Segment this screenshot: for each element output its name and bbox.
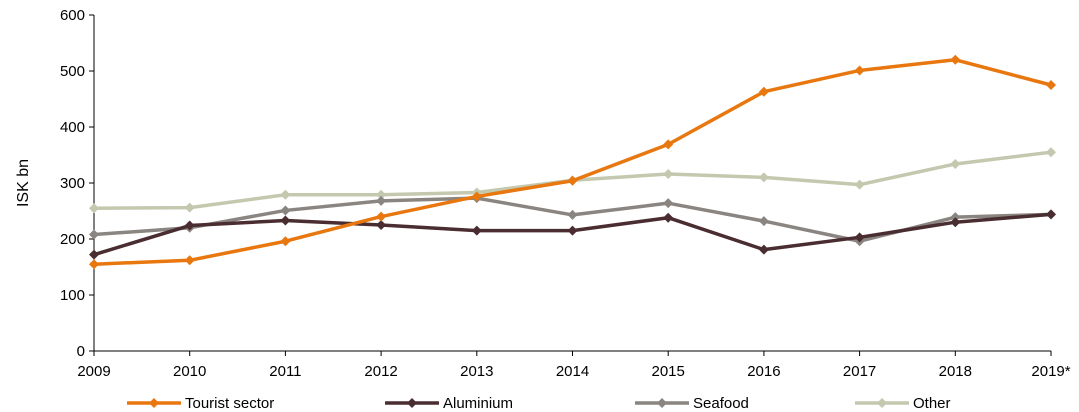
x-ticks: 2009 2010 2011 2012 2013 2014 2015 2016 2017 2018…: [77, 351, 1071, 380]
data-point-tourist-sector: [854, 65, 865, 76]
x-tick-label: 2019*: [1031, 363, 1070, 380]
legend-swatch-marker: [877, 398, 887, 408]
data-point-aluminium: [663, 212, 674, 223]
data-point-other: [950, 158, 961, 169]
legend-swatch-marker: [149, 398, 159, 408]
data-point-other: [376, 189, 387, 200]
data-point-tourist-sector: [376, 211, 387, 222]
data-point-tourist-sector: [567, 175, 578, 186]
y-tick-label: 300: [60, 175, 85, 192]
data-point-seafood: [280, 205, 291, 216]
legend-label: Seafood: [693, 395, 749, 412]
y-tick-label: 0: [77, 343, 85, 360]
x-tick-label: 2012: [364, 363, 397, 380]
legend-label: Aluminium: [443, 395, 513, 412]
data-point-tourist-sector: [280, 236, 291, 247]
data-point-other: [663, 169, 674, 180]
series-tourist-sector: [89, 54, 1056, 270]
y-ticks: 0 100 200 300 400 500 600: [60, 7, 94, 360]
x-tick-label: 2018: [939, 363, 972, 380]
data-point-aluminium: [758, 244, 769, 255]
data-point-other: [1046, 147, 1056, 158]
x-tick-label: 2011: [269, 363, 301, 380]
data-point-tourist-sector: [950, 54, 961, 65]
y-axis-title: ISK bn: [15, 159, 32, 207]
y-tick-label: 100: [60, 287, 85, 304]
data-point-tourist-sector: [663, 139, 674, 150]
x-tick-label: 2016: [747, 363, 780, 380]
data-point-seafood: [376, 195, 387, 206]
legend-item-aluminium: Aluminium: [385, 395, 513, 412]
x-tick-label: 2017: [843, 363, 876, 380]
x-tick-label: 2014: [556, 363, 589, 380]
data-point-aluminium: [567, 225, 578, 236]
data-point-seafood: [758, 216, 769, 227]
data-point-seafood: [89, 229, 99, 240]
data-point-aluminium: [184, 220, 195, 231]
data-point-aluminium: [89, 249, 99, 260]
y-tick-label: 400: [60, 119, 85, 136]
y-tick-label: 200: [60, 231, 85, 248]
data-point-tourist-sector: [89, 259, 99, 270]
data-point-seafood: [663, 198, 674, 209]
data-point-aluminium: [376, 220, 387, 230]
data-point-other: [280, 189, 291, 200]
legend-swatch-marker: [407, 398, 417, 408]
legend-item-other: Other: [855, 395, 951, 412]
legend-label: Other: [913, 395, 951, 412]
x-tick-label: 2015: [652, 363, 685, 380]
data-point-seafood: [950, 212, 961, 223]
data-point-tourist-sector: [184, 255, 195, 266]
data-point-other: [89, 203, 99, 214]
y-tick-label: 500: [60, 63, 85, 80]
data-point-other: [184, 202, 195, 213]
x-tick-label: 2009: [77, 363, 110, 380]
data-point-tourist-sector: [758, 86, 769, 97]
data-point-aluminium: [950, 217, 961, 228]
y-tick-label: 600: [60, 7, 85, 24]
data-point-seafood: [567, 209, 578, 220]
series-group: [89, 54, 1056, 270]
x-tick-label: 2013: [460, 363, 493, 380]
data-point-aluminium: [471, 225, 482, 236]
data-point-aluminium: [854, 232, 865, 243]
data-point-aluminium: [1046, 209, 1056, 220]
data-point-tourist-sector: [1046, 80, 1056, 90]
x-tick-label: 2010: [173, 363, 206, 380]
data-point-other: [758, 172, 769, 183]
data-point-other: [854, 179, 865, 190]
series-aluminium: [89, 209, 1056, 260]
legend-swatch-marker: [657, 398, 667, 408]
data-point-tourist-sector: [471, 191, 482, 202]
data-point-aluminium: [280, 215, 291, 226]
legend: Tourist sector Aluminium Seafood Other: [127, 395, 951, 412]
legend-item-tourist-sector: Tourist sector: [127, 395, 274, 412]
legend-item-seafood: Seafood: [635, 395, 749, 412]
legend-label: Tourist sector: [185, 395, 274, 412]
